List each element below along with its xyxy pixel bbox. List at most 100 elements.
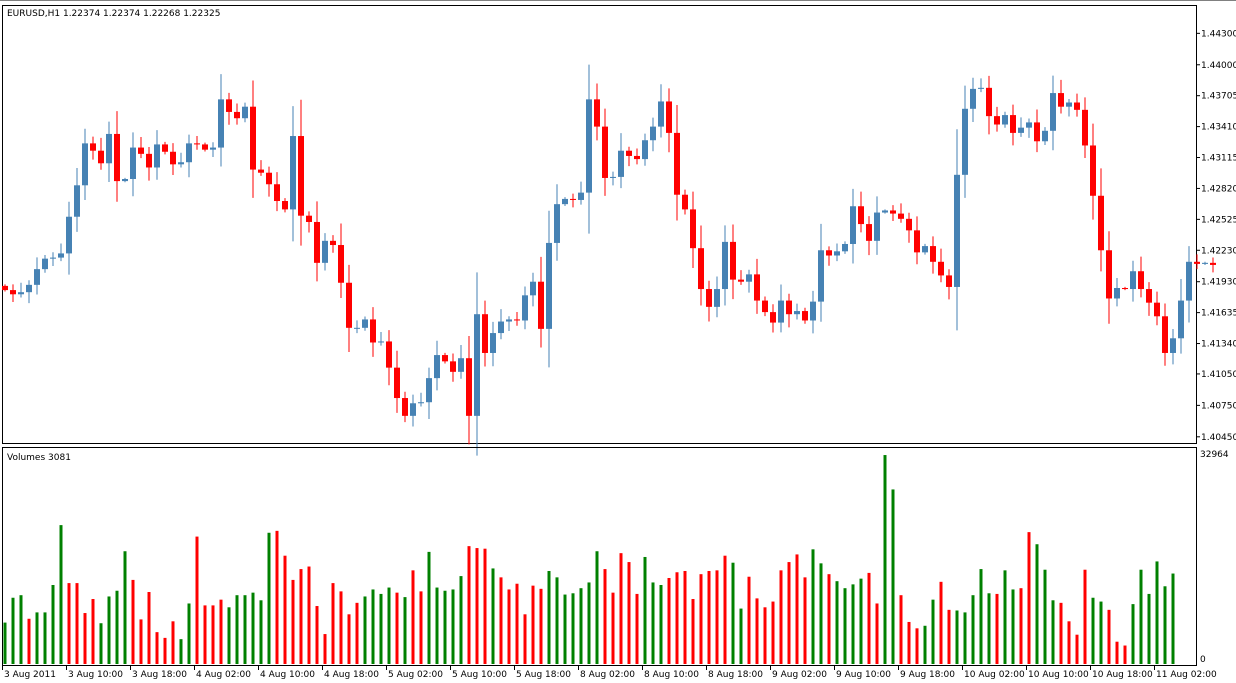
- candle-body: [194, 143, 200, 145]
- candle: [426, 367, 432, 420]
- candle: [1162, 303, 1168, 366]
- candle-body: [978, 87, 984, 89]
- volume-bar: [1163, 586, 1167, 664]
- candle-body: [722, 241, 728, 290]
- price-axis: 1.44300 1.44000 1.43705 1.43410 1.43115 1.428…: [1196, 29, 1236, 443]
- volume-bar: [387, 587, 391, 664]
- volume-bar: [995, 593, 999, 664]
- time-tick-label: 8 Aug 10:00: [644, 670, 699, 680]
- volume-bar: [363, 596, 367, 664]
- candle: [394, 350, 400, 413]
- candle-body: [74, 185, 80, 217]
- candle: [1074, 93, 1080, 117]
- candle-body: [642, 140, 648, 160]
- candle: [1050, 75, 1056, 151]
- volume-bar: [699, 574, 703, 664]
- volume-bar: [419, 591, 423, 664]
- volume-bar: [3, 622, 7, 664]
- candle: [874, 196, 880, 255]
- volume-bar: [707, 570, 711, 664]
- volume-bar: [763, 607, 767, 664]
- candle-body: [1114, 287, 1120, 299]
- candle: [66, 201, 72, 275]
- volume-pane[interactable]: Volumes 3081 32964 0: [2, 447, 1229, 666]
- volume-bar: [275, 530, 279, 664]
- volume-bar: [931, 599, 935, 664]
- volume-min-label: 0: [1200, 655, 1206, 665]
- volume-bar: [747, 576, 751, 664]
- candle-body: [474, 314, 480, 416]
- candle: [314, 201, 320, 282]
- candle-body: [794, 311, 800, 315]
- volume-bar: [755, 598, 759, 664]
- candle: [2, 284, 8, 292]
- candle: [962, 85, 968, 198]
- candle-body: [282, 201, 288, 210]
- candle: [706, 280, 712, 322]
- candle: [578, 181, 584, 205]
- candle-body: [826, 250, 832, 256]
- candle-body: [250, 106, 256, 170]
- candle: [354, 320, 360, 334]
- candle-body: [370, 319, 376, 343]
- candle-body: [58, 253, 64, 258]
- candle-body: [242, 106, 248, 119]
- candle: [530, 272, 536, 307]
- candle: [1154, 291, 1160, 326]
- volume-bar: [627, 562, 631, 664]
- candle-body: [866, 224, 872, 241]
- volume-bar: [235, 595, 239, 664]
- candle: [618, 133, 624, 189]
- volume-bar: [1043, 569, 1047, 664]
- volume-bar: [635, 593, 639, 664]
- volume-bar: [987, 593, 991, 664]
- volume-bar: [323, 634, 327, 664]
- price-tick-label: 1.41050: [1201, 370, 1236, 380]
- candle-body: [154, 144, 160, 168]
- candle-body: [258, 169, 264, 173]
- volume-bar: [139, 619, 143, 664]
- candle: [770, 304, 776, 333]
- candle-body: [1186, 261, 1192, 301]
- candle: [114, 111, 120, 202]
- candle-body: [1050, 93, 1056, 131]
- candle-body: [842, 243, 848, 252]
- candle: [1042, 127, 1048, 145]
- volume-bar: [1003, 570, 1007, 664]
- candle: [1018, 117, 1024, 137]
- volume-bar: [435, 587, 439, 664]
- volume-bar: [1051, 600, 1055, 664]
- candle: [754, 258, 760, 314]
- candle: [242, 102, 248, 123]
- volume-pane-frame: [2, 447, 1197, 666]
- price-pane[interactable]: EURUSD,H1 1.22374 1.22374 1.22268 1.2232…: [2, 5, 1236, 456]
- candle: [282, 198, 288, 213]
- time-tick-label: 9 Aug 18:00: [900, 670, 955, 680]
- candle-body: [234, 111, 240, 119]
- candle-body: [354, 327, 360, 329]
- candle: [738, 270, 744, 285]
- candle-body: [18, 292, 24, 295]
- candle-body: [442, 355, 448, 362]
- candle: [866, 216, 872, 256]
- candle: [346, 264, 352, 352]
- volume-bar: [683, 570, 687, 664]
- price-pane-frame: [2, 5, 1197, 444]
- candle-body: [994, 116, 1000, 125]
- price-tick-label: 1.41340: [1201, 340, 1236, 350]
- time-tick-label: 3 Aug 10:00: [68, 670, 123, 680]
- candle-body: [914, 230, 920, 253]
- volume-bar: [267, 532, 271, 664]
- candle: [210, 142, 216, 158]
- volume-bar: [171, 621, 175, 664]
- volume-bar: [803, 577, 807, 664]
- volume-bar: [1067, 621, 1071, 664]
- candle: [58, 243, 64, 262]
- candle: [1130, 260, 1136, 302]
- candle: [730, 224, 736, 300]
- candle: [458, 345, 464, 379]
- volume-bar: [1147, 593, 1151, 664]
- volume-bar: [915, 628, 919, 664]
- volume-bar: [1083, 569, 1087, 664]
- volume-bar: [1115, 641, 1119, 664]
